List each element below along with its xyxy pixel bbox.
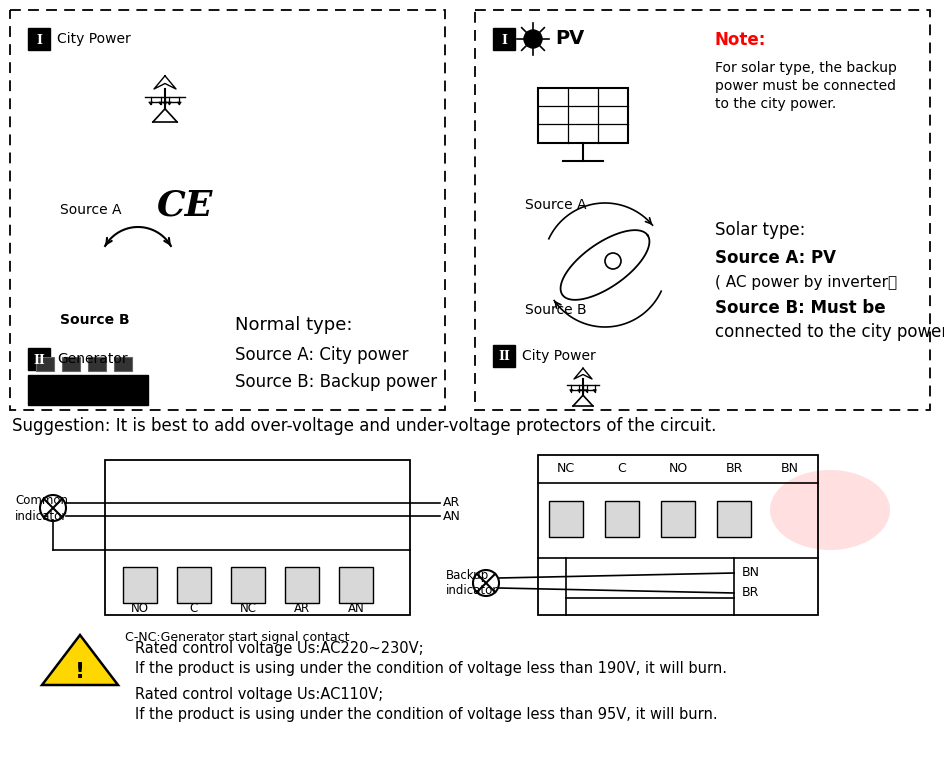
- Text: BR: BR: [742, 587, 759, 600]
- Text: Common: Common: [15, 494, 68, 507]
- Text: indicator: indicator: [446, 584, 498, 598]
- Text: BN: BN: [742, 566, 760, 580]
- Text: Suggestion: It is best to add over-voltage and under-voltage protectors of the c: Suggestion: It is best to add over-volta…: [12, 417, 716, 435]
- Bar: [285, 567, 319, 603]
- Text: Solar type:: Solar type:: [715, 221, 805, 239]
- Bar: [114, 357, 132, 371]
- Bar: [475, 10, 930, 410]
- Text: C: C: [617, 462, 627, 476]
- Text: For solar type, the backup: For solar type, the backup: [715, 61, 897, 75]
- Text: Source A: Source A: [525, 198, 586, 212]
- Bar: [538, 88, 628, 143]
- Bar: [661, 501, 695, 537]
- Text: City Power: City Power: [522, 349, 596, 363]
- Polygon shape: [42, 635, 118, 685]
- Text: BN: BN: [781, 462, 799, 476]
- Text: Source B: Source B: [60, 313, 129, 327]
- Text: Rated control voltage Us:AC220~230V;: Rated control voltage Us:AC220~230V;: [135, 640, 424, 656]
- Text: I: I: [501, 33, 507, 47]
- Text: CE: CE: [157, 188, 213, 222]
- Text: AN: AN: [347, 602, 364, 615]
- Bar: [62, 357, 80, 371]
- Text: connected to the city power: connected to the city power: [715, 323, 944, 341]
- Text: AR: AR: [294, 602, 310, 615]
- Text: If the product is using under the condition of voltage less than 95V, it will bu: If the product is using under the condit…: [135, 708, 717, 722]
- Text: Source A: Source A: [60, 203, 122, 217]
- Text: C: C: [190, 602, 198, 615]
- Text: Normal type:: Normal type:: [235, 316, 352, 334]
- Text: PV: PV: [555, 29, 584, 48]
- Bar: [538, 455, 818, 615]
- Text: power must be connected: power must be connected: [715, 79, 896, 93]
- Text: indicator: indicator: [15, 510, 67, 522]
- Text: BR: BR: [725, 462, 743, 476]
- Bar: [105, 460, 410, 615]
- Bar: [28, 28, 50, 50]
- Text: ( AC power by inverter）: ( AC power by inverter）: [715, 275, 897, 289]
- Bar: [231, 567, 265, 603]
- Bar: [177, 567, 211, 603]
- Text: If the product is using under the condition of voltage less than 190V, it will b: If the product is using under the condit…: [135, 660, 727, 675]
- Bar: [10, 10, 445, 410]
- Text: Source B: Must be: Source B: Must be: [715, 299, 885, 317]
- Text: NC: NC: [240, 602, 257, 615]
- Text: Source A: PV: Source A: PV: [715, 249, 836, 267]
- Text: II: II: [33, 354, 45, 366]
- Bar: [28, 375, 148, 405]
- Bar: [493, 345, 515, 367]
- Bar: [123, 567, 157, 603]
- Text: Note:: Note:: [715, 31, 767, 49]
- Text: AN: AN: [443, 510, 461, 522]
- Bar: [605, 501, 639, 537]
- Ellipse shape: [770, 470, 890, 550]
- Text: I: I: [36, 33, 42, 47]
- Text: Rated control voltage Us:AC110V;: Rated control voltage Us:AC110V;: [135, 688, 383, 702]
- Text: NC: NC: [557, 462, 575, 476]
- Text: Source B: Source B: [525, 303, 586, 317]
- Circle shape: [524, 30, 542, 48]
- Text: Backup: Backup: [446, 569, 489, 581]
- Text: AR: AR: [443, 497, 461, 510]
- Text: to the city power.: to the city power.: [715, 97, 836, 111]
- Text: II: II: [498, 351, 510, 363]
- Text: !: !: [75, 662, 85, 682]
- Text: City Power: City Power: [57, 32, 131, 46]
- Bar: [717, 501, 751, 537]
- Bar: [339, 567, 373, 603]
- Bar: [549, 501, 583, 537]
- Text: NO: NO: [131, 602, 149, 615]
- Text: Source A: City power: Source A: City power: [235, 346, 409, 364]
- Bar: [28, 348, 50, 370]
- Bar: [493, 28, 515, 50]
- Text: NO: NO: [668, 462, 687, 476]
- Text: Generator: Generator: [57, 352, 127, 366]
- Bar: [36, 357, 54, 371]
- Text: Source B: Backup power: Source B: Backup power: [235, 373, 437, 391]
- Text: C-NC:Generator start signal contact: C-NC:Generator start signal contact: [125, 630, 349, 643]
- Bar: [88, 357, 106, 371]
